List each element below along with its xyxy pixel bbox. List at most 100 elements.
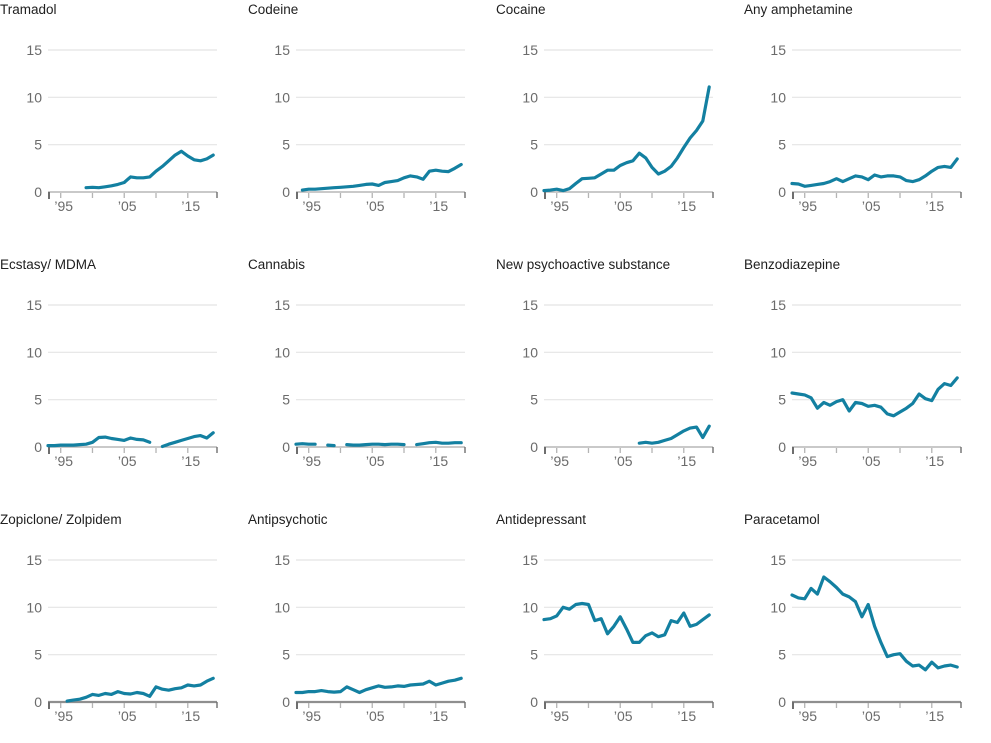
svg-text:5: 5 <box>34 392 42 408</box>
svg-text:5: 5 <box>530 647 538 663</box>
chart-cell-zopiclone-zolpidem: Zopiclone/ Zolpidem 0 5 10 15 ’95 ’05 ’15 <box>0 510 248 743</box>
chart-cell-new-psychoactive-substance: New psychoactive substance 0 5 10 15 ’95 ’05 ’… <box>496 255 744 510</box>
svg-text:’95: ’95 <box>54 453 73 469</box>
svg-text:10: 10 <box>26 599 42 615</box>
chart-title-cannabis: Cannabis <box>248 257 306 272</box>
chart-title-tramadol: Tramadol <box>0 2 57 17</box>
svg-text:15: 15 <box>770 42 786 58</box>
svg-text:’15: ’15 <box>429 198 448 214</box>
chart-title-zopiclone-zolpidem: Zopiclone/ Zolpidem <box>0 512 122 527</box>
svg-text:’95: ’95 <box>798 453 817 469</box>
chart-title-new-psychoactive-substance: New psychoactive substance <box>496 257 671 272</box>
svg-text:’05: ’05 <box>862 198 881 214</box>
svg-text:15: 15 <box>26 42 42 58</box>
svg-text:’05: ’05 <box>862 708 881 724</box>
line-chart-cannabis: 0 5 10 15 ’95 ’05 ’15 <box>274 297 466 469</box>
svg-text:5: 5 <box>282 137 290 153</box>
svg-text:5: 5 <box>530 137 538 153</box>
svg-text:’95: ’95 <box>550 453 569 469</box>
chart-cell-cocaine: Cocaine 0 5 10 15 ’95 ’05 ’15 <box>496 0 744 255</box>
svg-text:10: 10 <box>770 599 786 615</box>
svg-text:10: 10 <box>522 599 538 615</box>
svg-text:’05: ’05 <box>118 198 137 214</box>
svg-text:0: 0 <box>282 184 290 200</box>
svg-text:10: 10 <box>770 89 786 105</box>
svg-text:5: 5 <box>530 392 538 408</box>
svg-text:0: 0 <box>34 184 42 200</box>
line-chart-tramadol: 0 5 10 15 ’95 ’05 ’15 <box>26 42 218 214</box>
svg-text:10: 10 <box>26 344 42 360</box>
svg-text:’05: ’05 <box>366 708 385 724</box>
svg-text:0: 0 <box>34 439 42 455</box>
svg-text:5: 5 <box>778 392 786 408</box>
chart-title-cocaine: Cocaine <box>496 2 546 17</box>
svg-text:10: 10 <box>522 89 538 105</box>
svg-text:5: 5 <box>778 137 786 153</box>
svg-text:’95: ’95 <box>550 708 569 724</box>
svg-text:0: 0 <box>282 694 290 710</box>
svg-text:5: 5 <box>282 647 290 663</box>
svg-text:15: 15 <box>26 297 42 313</box>
chart-cell-tramadol: Tramadol 0 5 10 15 ’95 ’05 ’15 <box>0 0 248 255</box>
chart-title-any-amphetamine: Any amphetamine <box>744 2 853 17</box>
line-chart-zopiclone-zolpidem: 0 5 10 15 ’95 ’05 ’15 <box>26 552 218 724</box>
svg-text:’15: ’15 <box>925 708 944 724</box>
svg-text:’05: ’05 <box>366 453 385 469</box>
svg-text:10: 10 <box>26 89 42 105</box>
line-chart-paracetamol: 0 5 10 15 ’95 ’05 ’15 <box>770 552 962 724</box>
svg-text:15: 15 <box>274 552 290 568</box>
svg-text:’95: ’95 <box>302 453 321 469</box>
line-chart-new-psychoactive-substance: 0 5 10 15 ’95 ’05 ’15 <box>522 297 714 469</box>
line-chart-ecstasy-mdma: 0 5 10 15 ’95 ’05 ’15 <box>26 297 218 469</box>
svg-text:’05: ’05 <box>118 708 137 724</box>
line-chart-codeine: 0 5 10 15 ’95 ’05 ’15 <box>274 42 466 214</box>
svg-text:15: 15 <box>770 552 786 568</box>
svg-text:0: 0 <box>530 694 538 710</box>
chart-cell-antipsychotic: Antipsychotic 0 5 10 15 ’95 ’05 ’15 <box>248 510 496 743</box>
chart-title-ecstasy-mdma: Ecstasy/ MDMA <box>0 257 97 272</box>
svg-text:5: 5 <box>282 392 290 408</box>
svg-text:’95: ’95 <box>302 708 321 724</box>
svg-text:’95: ’95 <box>550 198 569 214</box>
chart-cell-paracetamol: Paracetamol 0 5 10 15 ’95 ’05 ’15 <box>744 510 991 743</box>
chart-title-benzodiazepine: Benzodiazepine <box>744 257 841 272</box>
svg-text:0: 0 <box>778 184 786 200</box>
svg-text:’15: ’15 <box>677 198 696 214</box>
chart-cell-antidepressant: Antidepressant 0 5 10 15 ’95 ’05 ’15 <box>496 510 744 743</box>
svg-text:15: 15 <box>522 552 538 568</box>
svg-text:0: 0 <box>530 184 538 200</box>
svg-text:’05: ’05 <box>366 198 385 214</box>
svg-text:’15: ’15 <box>181 453 200 469</box>
svg-text:15: 15 <box>522 297 538 313</box>
svg-text:5: 5 <box>34 647 42 663</box>
chart-title-paracetamol: Paracetamol <box>744 512 820 527</box>
svg-text:’15: ’15 <box>677 453 696 469</box>
svg-text:’15: ’15 <box>181 198 200 214</box>
svg-text:10: 10 <box>274 599 290 615</box>
svg-text:’05: ’05 <box>614 453 633 469</box>
svg-text:15: 15 <box>274 42 290 58</box>
svg-text:10: 10 <box>770 344 786 360</box>
svg-text:10: 10 <box>522 344 538 360</box>
svg-text:10: 10 <box>274 89 290 105</box>
line-chart-any-amphetamine: 0 5 10 15 ’95 ’05 ’15 <box>770 42 962 214</box>
svg-text:’95: ’95 <box>798 198 817 214</box>
svg-text:0: 0 <box>778 439 786 455</box>
chart-cell-cannabis: Cannabis 0 5 10 15 ’95 ’05 ’15 <box>248 255 496 510</box>
svg-text:’15: ’15 <box>429 708 448 724</box>
chart-cell-any-amphetamine: Any amphetamine 0 5 10 15 ’95 ’05 ’15 <box>744 0 991 255</box>
line-chart-benzodiazepine: 0 5 10 15 ’95 ’05 ’15 <box>770 297 962 469</box>
svg-text:0: 0 <box>34 694 42 710</box>
svg-text:0: 0 <box>282 439 290 455</box>
chart-cell-ecstasy-mdma: Ecstasy/ MDMA 0 5 10 15 ’95 ’05 ’15 <box>0 255 248 510</box>
svg-text:5: 5 <box>778 647 786 663</box>
chart-title-codeine: Codeine <box>248 2 299 17</box>
svg-text:’95: ’95 <box>798 708 817 724</box>
svg-text:’15: ’15 <box>925 453 944 469</box>
chart-cell-benzodiazepine: Benzodiazepine 0 5 10 15 ’95 ’05 ’15 <box>744 255 991 510</box>
chart-title-antipsychotic: Antipsychotic <box>248 512 328 527</box>
svg-text:’15: ’15 <box>429 453 448 469</box>
svg-text:’05: ’05 <box>614 708 633 724</box>
svg-text:’15: ’15 <box>677 708 696 724</box>
